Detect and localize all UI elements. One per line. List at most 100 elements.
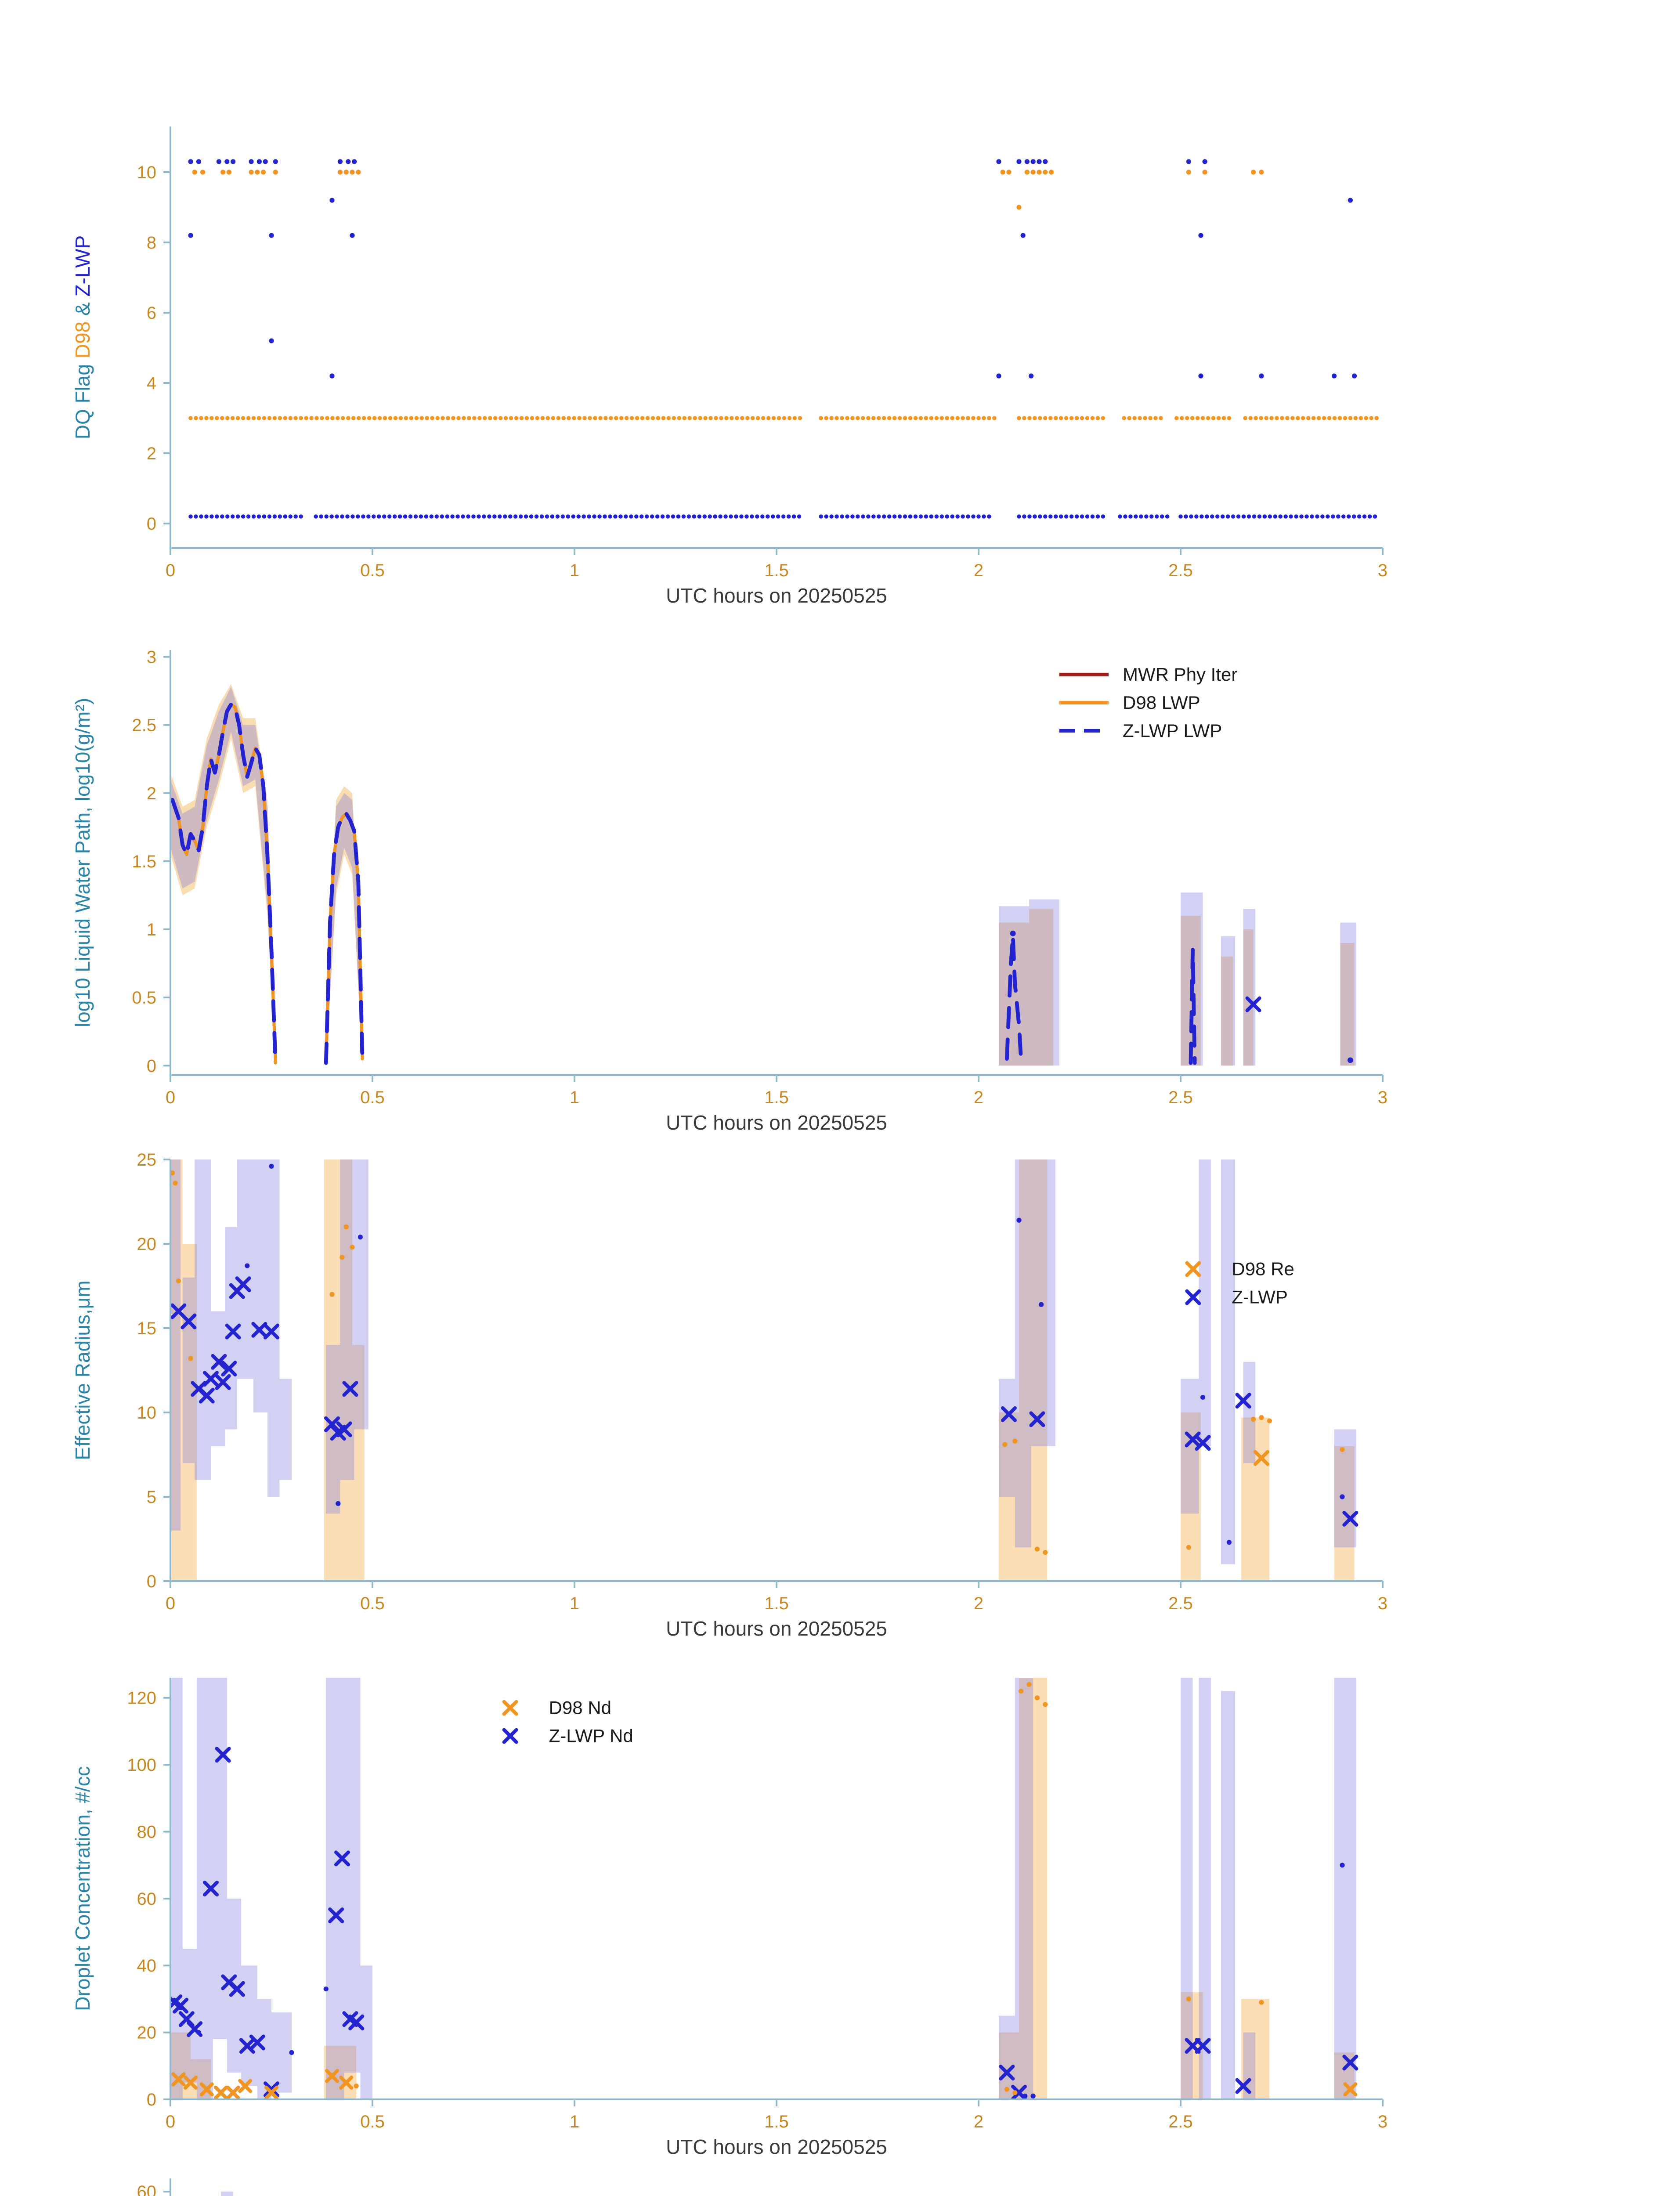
- flag-dot: [241, 416, 246, 420]
- flag-dot: [1159, 416, 1163, 420]
- series-z-lwp-flag-dot: [257, 159, 262, 164]
- flag-dot: [267, 416, 272, 420]
- flag-dot: [371, 514, 376, 519]
- series-d98-re-dots-dot: [1012, 1438, 1018, 1444]
- series-z-lwp-flag-dot: [996, 159, 1001, 164]
- series-z-lwp-nd-dots-dot: [196, 2030, 201, 2035]
- flag-dot: [781, 514, 786, 519]
- flag-dot: [539, 514, 544, 519]
- series-z-lwp-re-marker: [181, 1313, 197, 1329]
- flag-dot: [698, 416, 702, 420]
- series-z-lwp-re-marker: [336, 1421, 352, 1438]
- flag-dot: [1364, 416, 1369, 420]
- flag-dot: [950, 416, 954, 420]
- y-axis-label: Effective Radius,μm: [71, 1280, 94, 1460]
- flag-dot: [1195, 416, 1200, 420]
- flag-dot: [492, 514, 497, 519]
- flag-dot: [482, 416, 487, 420]
- flag-dot: [1262, 514, 1267, 519]
- flag-dot: [204, 416, 209, 420]
- flag-dot: [786, 514, 791, 519]
- flag-dot: [220, 514, 224, 519]
- flag-dot: [1139, 514, 1143, 519]
- flag-dot: [225, 416, 230, 420]
- flag-dot: [892, 416, 897, 420]
- flag-dot: [393, 416, 398, 420]
- flag-dot: [215, 416, 219, 420]
- y-tick-label: 10: [137, 1403, 157, 1423]
- flag-dot: [336, 416, 340, 420]
- series-z-lwp-nd-marker: [1235, 2078, 1251, 2094]
- series-d98-re-dots-dot: [1251, 1416, 1256, 1422]
- series-z-lwp-flag-dot: [231, 159, 236, 164]
- flag-dot: [692, 514, 697, 519]
- flag-dot: [335, 514, 339, 519]
- flag-dot: [966, 416, 970, 420]
- flag-dot: [509, 416, 513, 420]
- x-tick-label: 0.5: [360, 561, 385, 580]
- uncertainty-band: [1015, 1159, 1031, 1548]
- flag-dot: [1315, 514, 1319, 519]
- series-d98-re-dots-dot: [1340, 1447, 1345, 1452]
- flag-dot: [640, 416, 645, 420]
- flag-dot: [1022, 514, 1026, 519]
- series-z-lwp-nd-marker: [249, 2034, 265, 2051]
- flag-dot: [587, 514, 591, 519]
- panel-optical-depth: 00.511.522.530102030405060UTC hours on 2…: [137, 2178, 233, 2196]
- flag-dot: [760, 514, 765, 519]
- flag-dot: [230, 416, 235, 420]
- flag-dot: [718, 514, 723, 519]
- flag-dot: [755, 416, 760, 420]
- y-axis-label: DQ Flag D98 & Z-LWP: [71, 235, 94, 439]
- y-tick-label: 3: [147, 648, 156, 667]
- uncertainty-band: [999, 922, 1029, 1066]
- series-z-lwp-flag-dot: [224, 159, 230, 164]
- legend-lwp: MWR Phy Iter D98 LWP Z-LWP LWP: [1059, 664, 1237, 741]
- series-z-lwp-re-marker: [1342, 1510, 1358, 1527]
- flag-dot: [425, 416, 429, 420]
- flag-dot: [267, 514, 272, 519]
- flag-dot: [792, 416, 797, 420]
- x-tick-label: 2: [974, 2112, 983, 2131]
- y-tick-label: 6: [147, 303, 156, 323]
- flag-dot: [750, 514, 754, 519]
- flag-dot: [1241, 514, 1246, 519]
- flag-dot: [472, 416, 477, 420]
- flag-dot: [882, 416, 886, 420]
- series-z-lwp-flag-dot: [350, 233, 355, 238]
- flag-dot: [566, 514, 571, 519]
- x-tick-label: 1: [570, 561, 579, 580]
- flag-dot: [351, 416, 356, 420]
- series-z-lwp-flag-dot: [216, 159, 221, 164]
- flag-dot: [955, 416, 960, 420]
- flag-dot: [440, 514, 444, 519]
- flag-dot: [194, 416, 198, 420]
- flag-dot: [882, 514, 886, 519]
- flag-dot: [1069, 514, 1074, 519]
- flag-dot: [1369, 416, 1374, 420]
- series-z-lwp-nd-marker: [1342, 2055, 1358, 2071]
- series-z-lwp-re-marker: [215, 1374, 231, 1390]
- flag-dot: [502, 514, 507, 519]
- y-tick-label: 0.5: [132, 988, 156, 1008]
- series-d98-nd-dots-dot: [1019, 1688, 1024, 1694]
- series-z-lwp-re-dots-dot: [269, 1163, 274, 1169]
- series-d98-nd-dots-dot: [1012, 2090, 1018, 2095]
- series-z-lwp-flag-dot: [1352, 373, 1357, 379]
- flag-dot: [1211, 416, 1216, 420]
- series-d98-re-dots-dot: [1267, 1418, 1272, 1423]
- x-tick-label: 0: [166, 1594, 175, 1613]
- x-axis-label: UTC hours on 20250525: [666, 2135, 887, 2158]
- flag-dot: [671, 514, 676, 519]
- legend-effective-radius: D98 Re Z-LWP: [1185, 1259, 1294, 1307]
- uncertainty-band: [253, 1159, 267, 1412]
- panel-lwp: 0 0.5 1 1.5 2 2.5 3 0 0.5 1 1.5 2 2.5 3 UTC hours on 2…: [71, 648, 1387, 1134]
- flag-dot: [702, 514, 707, 519]
- uncertainty-band: [1334, 1429, 1357, 1548]
- series-z-lwp-flag-dot: [263, 159, 268, 164]
- flag-dot: [503, 416, 508, 420]
- flag-dot: [1310, 514, 1314, 519]
- flag-dot: [1351, 514, 1356, 519]
- flag-dot: [713, 514, 717, 519]
- flag-dot: [304, 416, 308, 420]
